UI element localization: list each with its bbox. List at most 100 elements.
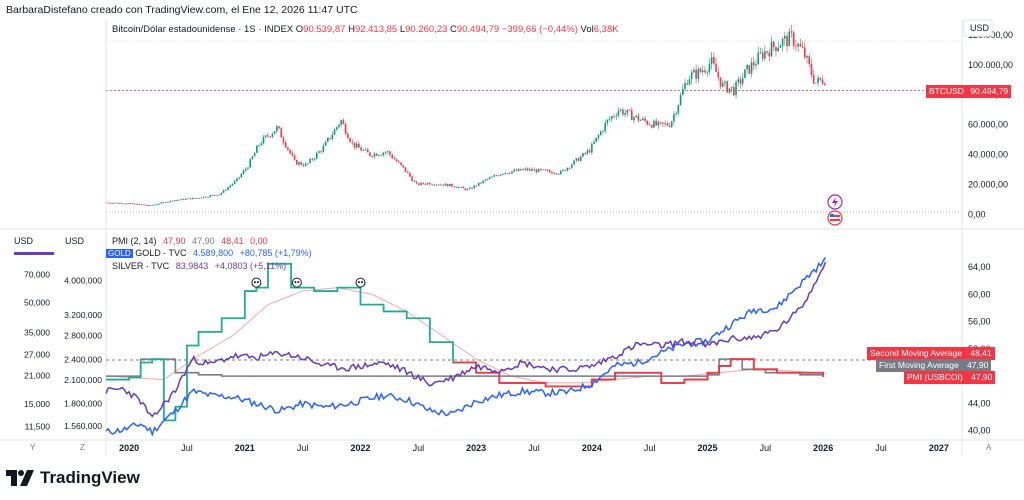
btc-candle bbox=[433, 184, 436, 186]
pmi-v1: 47,90 bbox=[163, 236, 186, 246]
top-y-tick-label: 100.000,00 bbox=[968, 60, 1013, 70]
btc-candle bbox=[695, 69, 697, 79]
left-currency-1[interactable]: USD bbox=[14, 236, 34, 246]
volume-label: Vol bbox=[580, 24, 594, 35]
btc-candle bbox=[488, 177, 491, 180]
btc-candle bbox=[114, 202, 116, 204]
btc-candle bbox=[719, 77, 722, 87]
btc-candle bbox=[491, 176, 493, 178]
btc-candle bbox=[551, 171, 553, 174]
btc-candle bbox=[395, 159, 398, 162]
btc-candle bbox=[118, 202, 121, 204]
volume-value: 6,38K bbox=[593, 24, 619, 35]
btc-candle bbox=[455, 187, 458, 189]
btc-candle bbox=[162, 202, 165, 203]
bottom-left-axis[interactable]: 70,000 50,000 35,000 27,000 21,000 15,000 11,5… bbox=[24, 269, 102, 431]
btc-candle bbox=[548, 170, 551, 172]
a-marker[interactable]: A bbox=[986, 443, 992, 452]
btc-candle bbox=[320, 151, 322, 153]
btc-candle bbox=[233, 181, 236, 184]
btc-candle bbox=[276, 126, 278, 132]
btc-candle bbox=[462, 186, 464, 189]
btc-candles bbox=[105, 24, 826, 206]
btc-candle bbox=[120, 202, 123, 204]
btc-candle bbox=[724, 81, 726, 83]
btc-candle bbox=[486, 179, 489, 180]
btc-candle bbox=[244, 168, 247, 171]
btc-candle bbox=[231, 183, 234, 186]
btc-candle bbox=[107, 202, 110, 204]
btc-candle bbox=[542, 169, 544, 171]
gold-y-tick-label: 2.800,000 bbox=[64, 330, 102, 340]
gold-tag[interactable]: GOLD bbox=[106, 249, 133, 258]
btc-candle bbox=[440, 184, 442, 186]
silver-y-tick-label: 50,000 bbox=[24, 298, 50, 308]
btc-candle bbox=[524, 168, 527, 170]
btc-candle bbox=[726, 81, 728, 93]
x-axis[interactable]: 2020 Jul 2021 Jul 2022 Jul 2023 Jul 2024 Jul 2025 J… bbox=[119, 443, 949, 453]
btc-candle bbox=[313, 158, 316, 160]
btc-candle bbox=[466, 189, 469, 190]
btc-candle bbox=[411, 176, 413, 181]
btc-candle bbox=[269, 136, 271, 138]
btc-candle bbox=[531, 168, 533, 171]
btc-candle bbox=[779, 45, 782, 48]
btc-candle bbox=[804, 47, 806, 58]
skull-icon[interactable] bbox=[251, 277, 262, 288]
btc-candle bbox=[371, 156, 374, 157]
pmi-label[interactable]: PMI (2, 14) bbox=[112, 236, 157, 246]
top-right-axis[interactable]: 120.000,00100.000,0080.000,0060.000,0040… bbox=[968, 30, 1013, 220]
change-value: −399,66 (−0,44%) bbox=[501, 24, 578, 35]
btc-candle bbox=[249, 159, 251, 168]
btc-candle bbox=[566, 167, 569, 171]
btc-candle bbox=[559, 171, 562, 174]
us-flag-icon[interactable] bbox=[827, 210, 843, 226]
tradingview-logo[interactable]: TradingView bbox=[6, 468, 140, 488]
btc-candle bbox=[730, 87, 733, 89]
btc-candle bbox=[353, 142, 356, 148]
x-tick-label: 2021 bbox=[235, 443, 255, 453]
pmi-v3: 48,41 bbox=[221, 236, 244, 246]
skulls bbox=[251, 277, 366, 288]
btc-candle bbox=[422, 182, 425, 184]
btc-candle bbox=[626, 109, 629, 114]
gold-label[interactable]: GOLD · TVC bbox=[135, 248, 187, 258]
btc-candle bbox=[819, 77, 822, 80]
btc-candle bbox=[657, 122, 660, 126]
btc-candle bbox=[571, 164, 573, 168]
btc-candle bbox=[728, 88, 731, 93]
btc-candle bbox=[318, 151, 320, 153]
btc-candle bbox=[475, 185, 478, 187]
btc-candle bbox=[224, 189, 227, 191]
btc-candle bbox=[380, 154, 382, 156]
symbol-name[interactable]: Bitcoin/Dólar estadounidense · 1S · INDE… bbox=[112, 24, 294, 35]
lightning-icon[interactable] bbox=[827, 194, 843, 210]
top-currency-label[interactable]: USD bbox=[970, 23, 990, 33]
btc-candle bbox=[639, 119, 642, 121]
btc-candle bbox=[464, 188, 467, 190]
btc-candle bbox=[449, 183, 451, 187]
y-marker[interactable]: Y bbox=[30, 443, 36, 452]
btc-candle bbox=[535, 169, 538, 173]
btc-candle bbox=[298, 162, 300, 165]
z-marker[interactable]: Z bbox=[80, 443, 85, 452]
btc-tag-value: 90.494,79 bbox=[970, 86, 1009, 96]
btc-candle bbox=[437, 184, 440, 186]
btc-candle bbox=[364, 149, 367, 151]
skull-icon[interactable] bbox=[355, 277, 366, 288]
top-y-tick-label: 40.000,00 bbox=[968, 150, 1008, 160]
left-currency-2[interactable]: USD bbox=[65, 236, 85, 246]
btc-candle bbox=[553, 173, 555, 175]
btc-candle bbox=[384, 152, 387, 153]
low-value: 90.260,23 bbox=[405, 24, 448, 35]
skull-icon[interactable] bbox=[291, 277, 302, 288]
btc-candle bbox=[424, 183, 427, 185]
btc-candle bbox=[189, 198, 192, 200]
btc-candle bbox=[540, 168, 542, 170]
silver-label[interactable]: SILVER · TVC bbox=[112, 261, 170, 271]
top-currency-box[interactable] bbox=[963, 19, 993, 37]
btc-candle bbox=[151, 204, 154, 206]
btc-candle bbox=[622, 109, 624, 115]
btc-candle bbox=[284, 142, 287, 148]
